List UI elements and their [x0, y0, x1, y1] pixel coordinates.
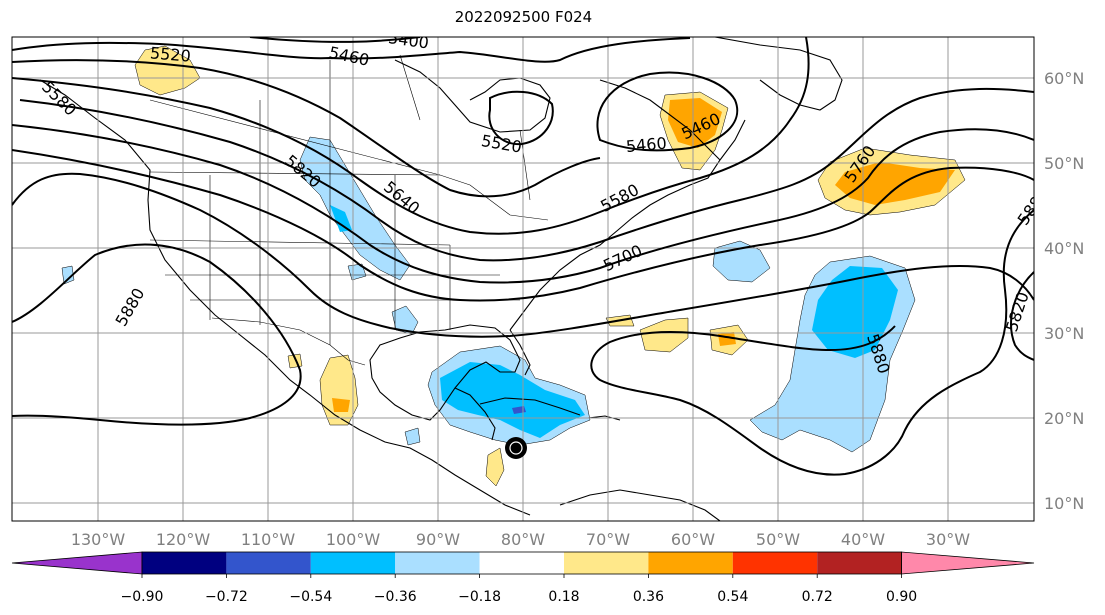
contour-5760 — [12, 149, 1034, 302]
colorbar-tick-labels: −0.90 −0.72 −0.54 −0.36 −0.18 0.18 0.36 0.54 0.7… — [121, 589, 918, 605]
colorbar-tick-label: −0.72 — [205, 589, 248, 605]
colorbar-extend-high — [901, 551, 1035, 575]
colorbar-segment — [564, 552, 649, 574]
contour-5580 — [12, 37, 810, 235]
coast-hispaniola — [587, 415, 621, 421]
longitude-label: 70°W — [586, 530, 630, 549]
colorbar-tick-label: 0.18 — [548, 589, 579, 605]
field-tiny-blue-3 — [404, 427, 421, 446]
longitude-label: 110°W — [241, 530, 296, 549]
longitude-label: 100°W — [326, 530, 381, 549]
longitude-label: 50°W — [756, 530, 800, 549]
colorbar-segment — [226, 552, 311, 574]
colorbar-segment — [479, 552, 564, 574]
field-mid-atlantic-yellow-1 — [639, 317, 689, 353]
colorbar-segment — [395, 552, 480, 574]
field-tiny-blue — [61, 265, 75, 285]
latitude-label: 50°N — [1044, 154, 1084, 173]
contour-5520-low — [488, 90, 554, 146]
contour-5640 — [19, 87, 1034, 262]
contour-5880-atlantic — [590, 209, 1034, 476]
map-border — [11, 36, 1035, 522]
longitude-label: 90°W — [416, 530, 460, 549]
shaded-fields — [61, 45, 966, 487]
latitude-labels: 60°N 50°N 40°N 30°N 20°N 10°N — [1044, 69, 1084, 513]
longitude-labels: 130°W 120°W 110°W 100°W 90°W 80°W 70°W 60°W 50°W… — [71, 530, 970, 549]
colorbar — [11, 551, 1035, 578]
latitude-label: 30°N — [1044, 324, 1084, 343]
coast-greenland — [714, 37, 843, 111]
longitude-label: 40°W — [841, 530, 885, 549]
latitude-label: 60°N — [1044, 69, 1084, 88]
contour-label: 5520 — [149, 43, 191, 65]
coast-us-east — [509, 119, 746, 331]
longitude-label: 60°W — [671, 530, 715, 549]
coast-yucatan — [454, 387, 496, 441]
longitude-label: 80°W — [501, 530, 545, 549]
colorbar-segment — [310, 552, 396, 574]
field-honduras-yellow — [485, 447, 505, 487]
field-central-us-mid — [330, 205, 352, 232]
colorbar-segment — [732, 552, 818, 574]
field-canada-orange — [668, 98, 722, 148]
colorbar-outline — [141, 551, 902, 575]
coastlines — [39, 37, 843, 521]
contour-5820 — [12, 172, 1034, 338]
colorbar-extend-low — [11, 551, 143, 575]
coast-cuba — [479, 397, 581, 416]
tropical-cyclone-marker — [505, 437, 527, 459]
latitude-label: 20°N — [1044, 409, 1084, 428]
coast-labrador — [599, 79, 721, 161]
contour-label: 5460 — [625, 134, 667, 156]
latitude-label: 10°N — [1044, 494, 1084, 513]
contour-5880-west — [12, 243, 302, 426]
border-province-4 — [399, 54, 421, 121]
coast-florida — [509, 329, 531, 376]
border-state-4 — [149, 239, 451, 246]
colorbar-tick-label: 0.54 — [717, 589, 748, 605]
contour-5460-low — [596, 71, 739, 152]
field-atlantic-mid — [812, 266, 898, 358]
colorbar-segment — [817, 552, 902, 574]
colorbar-tick-label: −0.36 — [374, 589, 417, 605]
contour-5520 — [12, 59, 601, 198]
coast-south-america — [559, 489, 721, 521]
contour-5880-east — [1010, 271, 1034, 361]
coast-gulf-mexico — [369, 324, 521, 421]
colorbar-tick-label: 0.72 — [802, 589, 833, 605]
colorbar-tick-label: −0.54 — [289, 589, 332, 605]
colorbar-tick-label: 0.90 — [886, 589, 917, 605]
colorbar-tick-label: −0.90 — [121, 589, 164, 605]
coast-hudson-bay — [394, 59, 551, 133]
coast-north-america-west — [39, 79, 531, 516]
contour-5700 — [12, 124, 1034, 284]
longitude-label: 30°W — [926, 530, 970, 549]
field-caribbean-mid — [440, 362, 585, 438]
border-us-mexico — [211, 317, 366, 366]
map-title: 2022092500 F024 — [454, 8, 593, 26]
contour-5400 — [249, 37, 421, 43]
contour-5460-north — [12, 37, 691, 63]
gridlines — [12, 37, 1034, 521]
field-pacific-yellow — [134, 45, 201, 96]
colorbar-segment — [648, 552, 733, 574]
latitude-label: 40°N — [1044, 239, 1084, 258]
colorbar-tick-label: 0.36 — [633, 589, 664, 605]
height-contours — [12, 37, 1034, 476]
field-mexico-orange — [332, 398, 350, 412]
colorbar-tick-label: −0.18 — [458, 589, 501, 605]
longitude-label: 130°W — [71, 530, 126, 549]
longitude-label: 120°W — [156, 530, 211, 549]
colorbar-segment — [142, 552, 227, 574]
field-small-blue — [391, 305, 419, 335]
